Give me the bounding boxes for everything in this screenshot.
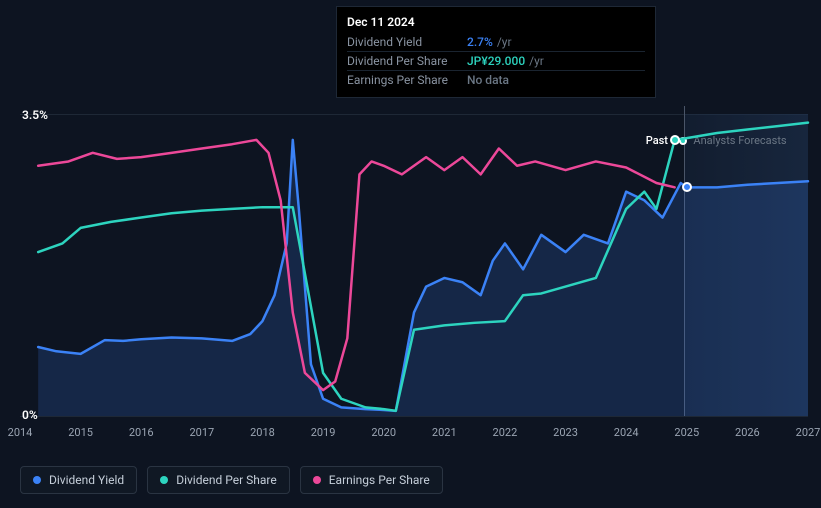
gridline [20,416,808,417]
series-lines [20,114,808,416]
tooltip-row: Dividend Per ShareJP¥29.000/yr [347,51,645,70]
x-tick: 2014 [8,426,33,439]
x-axis: 2014201520162017201820192020202120222023… [20,420,808,440]
tooltip-row: Earnings Per ShareNo data [347,70,645,89]
tooltip-date: Dec 11 2024 [347,15,645,29]
marker-dividend_yield [682,182,692,192]
marker-dividend_per_share [670,135,680,145]
tooltip-row-suffix: /yr [497,35,512,49]
tooltip-row-label: Dividend Yield [347,35,467,49]
x-tick: 2023 [553,426,578,439]
legend-item[interactable]: Dividend Yield [20,466,137,494]
legend-item[interactable]: Dividend Per Share [147,466,290,494]
x-tick: 2020 [371,426,396,439]
x-tick: 2025 [674,426,699,439]
tooltip-row-label: Earnings Per Share [347,73,467,87]
tooltip-row-value: 2.7% [467,35,493,49]
tooltip-row-value: JP¥29.000 [467,54,525,68]
legend-dot-icon [160,476,168,484]
legend: Dividend Yield Dividend Per Share Earnings… [20,466,443,494]
legend-label: Earnings Per Share [329,473,430,487]
x-tick: 2026 [735,426,760,439]
dividend-chart: 3.5% 0% Past Analysts Forecasts 20142015… [0,0,821,508]
legend-label: Dividend Per Share [176,473,277,487]
series-area-dividend_yield [38,140,808,416]
tooltip: Dec 11 2024 Dividend Yield2.7%/yrDividen… [336,6,656,98]
x-tick: 2024 [614,426,639,439]
legend-dot-icon [313,476,321,484]
x-tick: 2022 [493,426,518,439]
tooltip-row-label: Dividend Per Share [347,54,467,68]
x-tick: 2027 [796,426,821,439]
x-tick: 2021 [432,426,457,439]
legend-label: Dividend Yield [49,473,124,487]
x-tick: 2019 [311,426,336,439]
tooltip-row-value: No data [467,73,509,87]
legend-dot-icon [33,476,41,484]
tooltip-row: Dividend Yield2.7% /yr [347,33,645,51]
tooltip-rows: Dividend Yield2.7%/yrDividend Per ShareJ… [347,33,645,89]
x-tick: 2018 [250,426,275,439]
tooltip-row-suffix: /yr [529,54,544,68]
x-tick: 2016 [129,426,154,439]
x-tick: 2015 [68,426,93,439]
x-tick: 2017 [189,426,214,439]
legend-item[interactable]: Earnings Per Share [300,466,443,494]
